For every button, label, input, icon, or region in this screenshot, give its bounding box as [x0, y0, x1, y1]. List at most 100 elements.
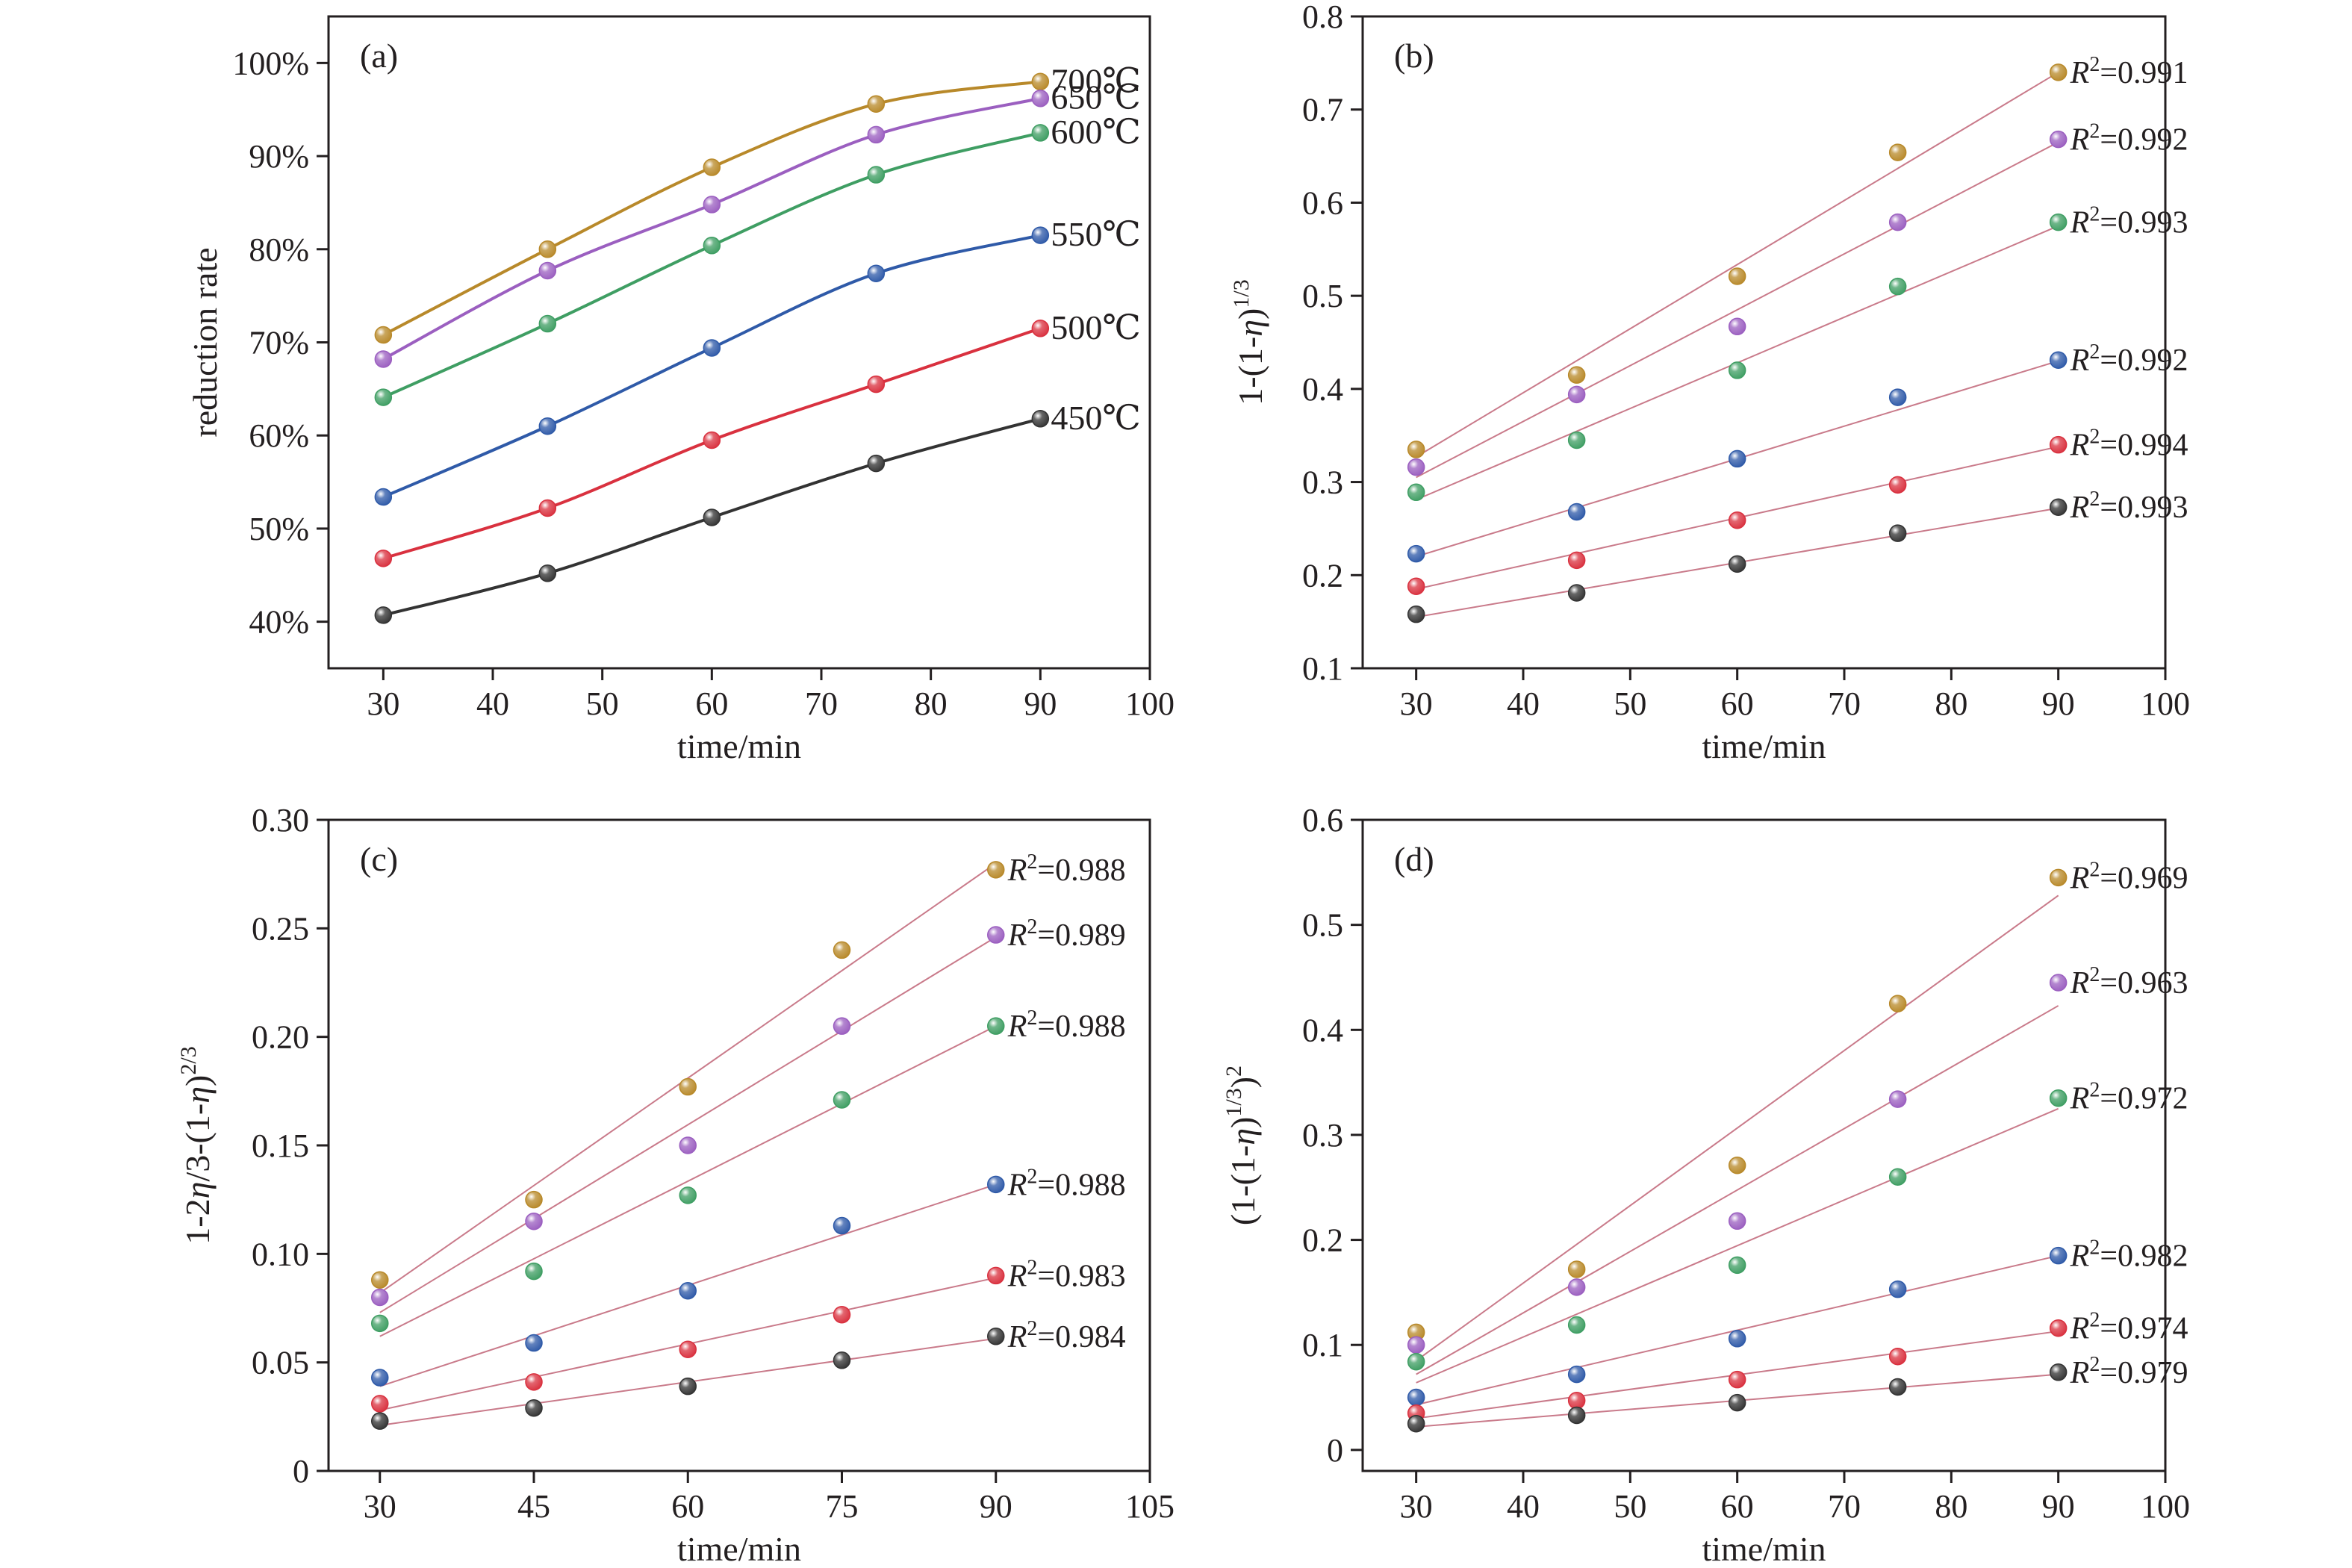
data-point	[867, 125, 886, 144]
data-point	[1031, 410, 1050, 428]
fit-line	[1416, 895, 2059, 1362]
data-point	[538, 240, 557, 258]
y-axis-title-superscript: 1/3	[1222, 1088, 1246, 1116]
data-point	[1728, 1393, 1746, 1412]
data-point	[371, 1288, 389, 1307]
y-tick-label: 0.05	[252, 1345, 309, 1381]
data-point	[374, 488, 393, 506]
data-point	[2049, 974, 2068, 992]
data-point	[833, 1216, 851, 1235]
data-point	[1567, 503, 1586, 521]
r2-symbol: R	[1007, 1009, 1027, 1044]
r2-label: R2=0.983	[1007, 1256, 1126, 1293]
r2-exponent: 2	[2089, 426, 2100, 449]
y-axis-title-text: )	[178, 1075, 217, 1086]
r2-value: =0.969	[2100, 861, 2188, 895]
data-point	[1888, 388, 1907, 406]
y-axis-title-superscript: 2	[1222, 1065, 1246, 1077]
x-tick-label: 40	[476, 685, 509, 722]
r2-value: =0.988	[1037, 1168, 1125, 1202]
r2-symbol: R	[1007, 918, 1027, 953]
data-point	[1888, 1347, 1907, 1366]
x-tick-label: 70	[1828, 1488, 1861, 1525]
data-point	[1888, 524, 1907, 542]
data-point	[1728, 449, 1746, 468]
r2-exponent: 2	[2089, 340, 2100, 364]
data-point	[371, 1369, 389, 1387]
r2-exponent: 2	[2089, 120, 2100, 143]
data-point	[538, 261, 557, 280]
data-point	[703, 431, 721, 449]
r2-exponent: 2	[2089, 1309, 2100, 1332]
r2-value: =0.979	[2100, 1356, 2188, 1390]
data-point	[2049, 130, 2068, 149]
fit-line	[379, 936, 997, 1313]
data-point	[1728, 1212, 1746, 1231]
r2-label: R2=0.988	[1007, 1165, 1126, 1202]
data-point	[833, 1091, 851, 1109]
data-point	[371, 1395, 389, 1413]
r2-label: R2=0.992	[2070, 340, 2188, 378]
data-point	[1407, 458, 1425, 476]
x-tick-label: 70	[1828, 685, 1861, 722]
r2-exponent: 2	[2089, 488, 2100, 511]
data-point	[1888, 1280, 1907, 1298]
data-point	[2049, 435, 2068, 454]
r2-label: R2=0.969	[2070, 858, 2188, 895]
data-point	[1567, 584, 1586, 602]
y-tick-label: 0	[293, 1453, 309, 1490]
x-tick-label: 45	[517, 1488, 550, 1525]
x-tick-label: 60	[1721, 1488, 1754, 1525]
r2-exponent: 2	[2089, 963, 2100, 986]
r2-label: R2=0.979	[2070, 1353, 2188, 1390]
data-point	[867, 375, 886, 393]
data-point	[1567, 551, 1586, 570]
y-tick-label: 100%	[232, 45, 309, 81]
y-tick-label: 40%	[249, 604, 309, 641]
data-point	[1567, 1316, 1586, 1334]
series-label: 700℃	[1051, 61, 1140, 99]
x-tick-label: 50	[1614, 1488, 1646, 1525]
y-tick-label: 0.20	[252, 1019, 309, 1056]
r2-label: R2=0.984	[1007, 1317, 1126, 1354]
data-point	[2049, 1246, 2068, 1265]
y-axis-title-text: 1-2	[178, 1198, 217, 1244]
data-point	[374, 606, 393, 624]
data-point	[679, 1136, 697, 1154]
r2-symbol: R	[2070, 1356, 2090, 1390]
x-tick-label: 100	[2141, 1488, 2190, 1525]
r2-exponent: 2	[2089, 1079, 2100, 1102]
data-point	[1567, 385, 1586, 404]
data-point	[833, 1017, 851, 1035]
y-axis-title-text: )	[1231, 308, 1269, 320]
r2-exponent: 2	[2089, 858, 2100, 881]
y-axis-title-eta: η	[178, 1182, 217, 1199]
r2-value: =0.988	[1037, 1009, 1125, 1044]
y-axis-title: reduction rate	[186, 247, 224, 437]
data-point	[525, 1190, 543, 1209]
x-tick-label: 80	[1935, 685, 1967, 722]
data-point	[525, 1399, 543, 1417]
data-point	[987, 1266, 1005, 1285]
y-tick-label: 0.8	[1302, 0, 1343, 35]
r2-value: =0.989	[1037, 918, 1125, 953]
data-point	[1888, 277, 1907, 296]
data-point	[987, 1328, 1005, 1345]
x-axis-title: time/min	[1702, 1530, 1826, 1568]
y-tick-label: 0.15	[252, 1127, 309, 1164]
y-tick-label: 0.7	[1302, 92, 1343, 128]
data-point	[867, 95, 886, 113]
data-point	[1407, 577, 1425, 596]
x-tick-label: 105	[1125, 1488, 1175, 1525]
data-point	[1407, 441, 1425, 458]
panel-label: (a)	[360, 37, 398, 75]
data-point	[987, 926, 1005, 944]
r2-symbol: R	[2070, 966, 2090, 1001]
x-tick-label: 40	[1507, 685, 1540, 722]
y-tick-label: 0.1	[1302, 650, 1343, 687]
x-tick-label: 100	[1125, 685, 1175, 722]
y-axis-title-eta: η	[1224, 1128, 1262, 1145]
data-point	[525, 1373, 543, 1391]
r2-symbol: R	[1007, 1320, 1027, 1354]
r2-label: R2=0.963	[2070, 963, 2188, 1001]
